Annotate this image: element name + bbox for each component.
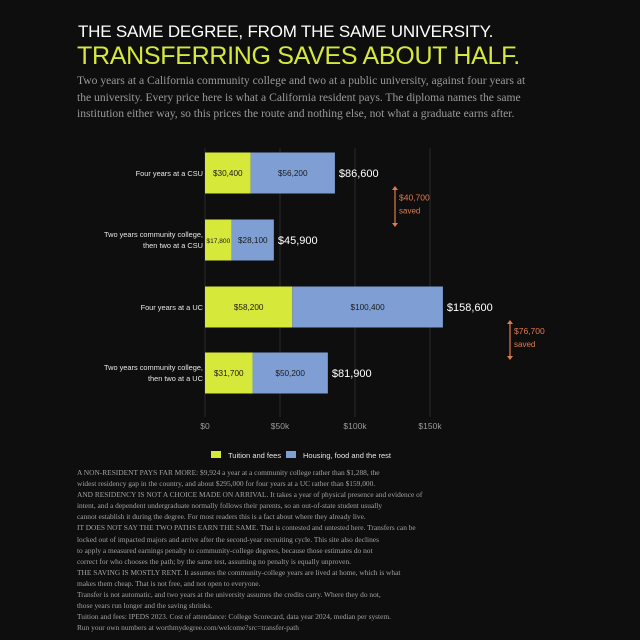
footnote-line: intent, and a dependent undergraduate no…: [77, 501, 383, 511]
bar-housing: [250, 152, 335, 194]
kicker: THE SAME DEGREE, FROM THE SAME UNIVERSIT…: [78, 22, 494, 41]
footnote-line: A NON-RESIDENT PAYS FAR MORE: $9,924 a y…: [77, 468, 380, 477]
category-label: then two at a CSU: [143, 241, 203, 250]
bar-value-label: $28,100: [238, 236, 268, 245]
footnote-line: IT DOES NOT SAY THE TWO PATHS EARN THE S…: [77, 523, 416, 533]
cost-chart: $0 $50k $100k $150k $30,400 $56,200 $86,600 Fou…: [104, 148, 545, 460]
footnote-line: correct for who chooses the path; by the…: [77, 556, 352, 566]
bar-total-label: $81,900: [332, 368, 372, 380]
legend-swatch: [286, 451, 296, 458]
category-label: Two years community college,: [104, 230, 203, 239]
saved-label: saved: [399, 207, 420, 216]
footnote-line: Tuition and fees: IPEDS 2023. Cost of at…: [77, 612, 391, 622]
footnote-line: AND RESIDENCY IS NOT A CHOICE MADE ON AR…: [77, 490, 423, 500]
saved-amount: $76,700: [514, 326, 545, 336]
footnote-line: cannot establish it during the degree. F…: [77, 512, 366, 522]
footnote-line: to apply a measured earnings penalty to …: [77, 545, 373, 555]
category-label: Two years community college,: [104, 363, 203, 372]
saved-arrow-head: [507, 320, 513, 324]
footnotes: A NON-RESIDENT PAYS FAR MORE: $9,924 a y…: [77, 467, 477, 633]
x-tick-label: $100k: [343, 421, 367, 431]
bar-total-label: $158,600: [447, 302, 493, 314]
footnote-line: THE SAVING IS MOSTLY RENT. It assumes th…: [77, 567, 401, 577]
saved-label: saved: [514, 340, 535, 349]
x-tick-label: $150k: [418, 421, 442, 431]
bar-value-label: $58,200: [234, 303, 264, 312]
category-label: Four years at a CSU: [136, 169, 203, 178]
bar-value-label: $100,400: [351, 303, 386, 312]
footnote-line: Run your own numbers at worthmydegree.co…: [77, 623, 299, 633]
intro-line: the university. Every price here is what…: [77, 90, 521, 104]
bar-value-label: $50,200: [275, 369, 305, 378]
legend-label: Housing, food and the rest: [303, 451, 392, 460]
headline: TRANSFERRING SAVES ABOUT HALF.: [77, 42, 520, 70]
bar-total-label: $45,900: [278, 235, 318, 247]
category-label: then two at a UC: [148, 374, 204, 383]
footnote-line: makes them cheap. That is not free, and …: [77, 578, 261, 588]
legend-swatch: [211, 451, 221, 458]
saved-amount: $40,700: [399, 193, 430, 203]
intro-line: institution either way, so this prices t…: [77, 107, 515, 120]
footnote-line: those years run longer and the saving sh…: [77, 601, 213, 611]
bar-housing: [231, 219, 274, 261]
saved-arrow-head: [392, 186, 398, 190]
intro-paragraph: Two years at a California community coll…: [77, 73, 542, 123]
saved-arrow-head: [507, 356, 513, 360]
bar-value-label: $30,400: [213, 169, 243, 178]
bar-value-label: $31,700: [214, 369, 244, 378]
category-label: Four years at a UC: [141, 303, 204, 312]
bar-housing: [292, 286, 443, 328]
bar-tuition: [205, 152, 251, 194]
bar-value-label: $17,800: [206, 238, 230, 245]
bar-tuition: [205, 286, 293, 328]
bar-housing: [252, 352, 328, 394]
legend-label: Tuition and fees: [228, 451, 281, 460]
footnote-line: Transfer is not automatic, and two years…: [77, 590, 381, 600]
x-tick-label: $0: [200, 421, 210, 431]
x-tick-label: $50k: [271, 421, 290, 431]
bar-tuition: [205, 219, 232, 261]
bar-tuition: [205, 352, 253, 394]
saved-arrow-head: [392, 223, 398, 227]
bar-total-label: $86,600: [339, 168, 379, 180]
footnote-line: locked out of impacted majors and arrive…: [77, 534, 379, 544]
intro-line: Two years at a California community coll…: [77, 74, 526, 87]
bar-value-label: $56,200: [278, 169, 308, 178]
footnote-line: widest residency gap in the country, and…: [77, 479, 376, 489]
